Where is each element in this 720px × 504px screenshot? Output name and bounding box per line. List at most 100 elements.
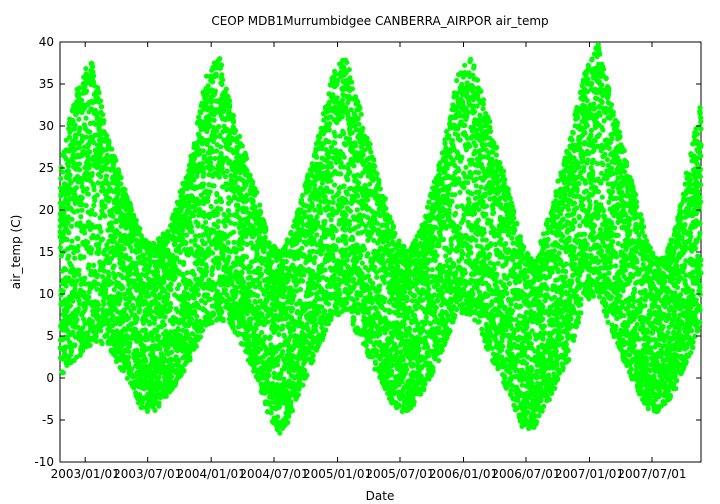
data-point bbox=[216, 124, 222, 130]
data-point bbox=[223, 86, 229, 92]
data-point bbox=[343, 212, 349, 218]
data-point bbox=[90, 283, 97, 289]
data-point bbox=[224, 168, 230, 174]
data-point bbox=[280, 323, 286, 329]
data-point bbox=[92, 121, 99, 127]
data-point bbox=[344, 199, 350, 205]
data-point bbox=[250, 179, 256, 185]
data-point bbox=[92, 268, 98, 275]
data-point bbox=[64, 308, 70, 314]
data-point bbox=[134, 315, 140, 321]
data-point bbox=[91, 73, 97, 79]
data-point bbox=[101, 118, 107, 124]
data-point bbox=[248, 316, 254, 322]
data-point bbox=[96, 246, 102, 252]
data-point bbox=[67, 186, 73, 192]
data-point bbox=[218, 144, 224, 150]
data-point bbox=[96, 90, 102, 96]
data-point bbox=[334, 95, 340, 101]
data-point bbox=[231, 239, 237, 245]
data-point bbox=[79, 184, 85, 190]
data-point bbox=[100, 112, 106, 118]
data-point bbox=[285, 419, 291, 426]
data-point bbox=[333, 245, 339, 251]
data-point bbox=[275, 414, 281, 420]
data-point bbox=[108, 256, 114, 262]
data-point bbox=[68, 349, 75, 355]
data-point bbox=[92, 197, 98, 204]
data-point bbox=[73, 185, 79, 191]
data-point bbox=[97, 128, 103, 134]
data-point bbox=[268, 410, 274, 416]
data-point bbox=[87, 162, 94, 168]
data-point bbox=[276, 331, 282, 337]
data-point bbox=[68, 180, 74, 186]
data-point bbox=[341, 154, 347, 160]
data-point bbox=[113, 157, 119, 163]
data-point bbox=[244, 155, 250, 162]
data-point bbox=[195, 287, 201, 293]
data-point bbox=[226, 254, 232, 260]
data-point bbox=[336, 190, 342, 196]
data-point bbox=[200, 181, 207, 187]
data-point bbox=[344, 59, 350, 65]
data-point bbox=[85, 153, 91, 160]
data-point bbox=[295, 255, 301, 261]
data-point bbox=[106, 273, 112, 279]
data-point bbox=[210, 264, 216, 271]
data-point bbox=[301, 272, 307, 278]
data-point bbox=[189, 316, 195, 322]
data-point bbox=[201, 170, 207, 176]
data-point bbox=[85, 191, 91, 197]
data-point bbox=[69, 216, 75, 222]
data-point bbox=[247, 264, 254, 270]
data-point bbox=[330, 232, 336, 239]
data-point bbox=[152, 407, 158, 413]
data-point bbox=[69, 238, 75, 244]
data-point bbox=[197, 334, 204, 340]
data-point bbox=[95, 250, 101, 257]
data-point bbox=[174, 255, 180, 261]
data-point bbox=[225, 240, 231, 246]
data-point bbox=[84, 186, 90, 192]
data-point bbox=[289, 408, 295, 414]
data-point bbox=[257, 266, 263, 272]
data-point bbox=[259, 329, 265, 336]
data-point bbox=[239, 143, 245, 149]
data-point bbox=[262, 234, 268, 240]
data-point bbox=[195, 220, 201, 227]
data-point bbox=[106, 195, 113, 201]
data-point bbox=[72, 342, 78, 348]
data-point bbox=[222, 174, 229, 180]
data-point bbox=[60, 370, 66, 376]
data-point bbox=[283, 258, 289, 265]
data-point bbox=[207, 189, 213, 195]
data-point bbox=[90, 64, 96, 70]
data-point bbox=[333, 227, 339, 234]
data-point bbox=[80, 348, 86, 354]
data-point bbox=[163, 393, 169, 399]
data-point bbox=[137, 226, 143, 232]
data-point bbox=[104, 152, 110, 158]
data-point bbox=[68, 223, 75, 229]
data-point bbox=[332, 140, 338, 146]
data-point bbox=[219, 309, 225, 315]
data-point bbox=[126, 349, 132, 355]
data-point bbox=[131, 212, 137, 218]
data-point bbox=[343, 240, 349, 246]
data-point bbox=[340, 97, 346, 103]
data-point bbox=[254, 293, 261, 299]
data-point bbox=[112, 234, 118, 240]
data-point bbox=[97, 122, 103, 128]
data-point bbox=[162, 314, 168, 320]
data-point bbox=[117, 295, 124, 301]
data-point bbox=[98, 173, 104, 180]
data-point bbox=[167, 300, 174, 307]
data-point bbox=[101, 261, 107, 267]
data-point bbox=[210, 165, 216, 171]
data-point bbox=[280, 348, 286, 355]
data-point bbox=[330, 199, 336, 205]
data-point bbox=[218, 151, 224, 157]
data-point bbox=[204, 310, 211, 316]
data-point bbox=[95, 281, 101, 287]
